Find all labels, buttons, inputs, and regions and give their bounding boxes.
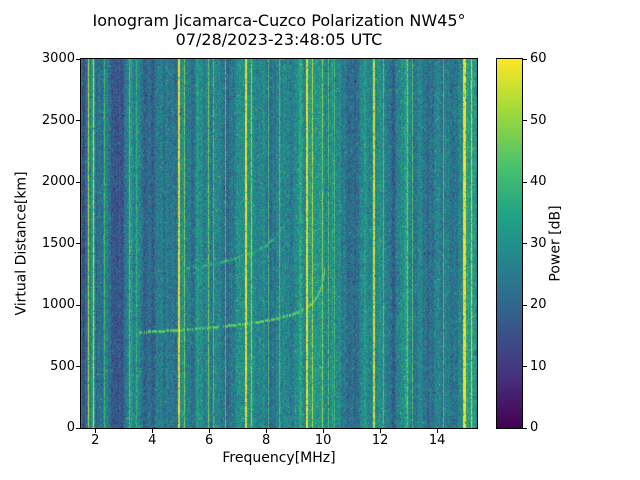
colorbar-tick-label: 40 bbox=[530, 174, 547, 189]
x-axis-label: Frequency[MHz] bbox=[222, 450, 336, 466]
colorbar-tick-label: 50 bbox=[530, 112, 547, 128]
x-tick-label: 10 bbox=[314, 433, 332, 448]
x-tick-mark bbox=[322, 429, 324, 433]
x-tick-label: 2 bbox=[91, 433, 100, 448]
y-tick-label: 1500 bbox=[41, 235, 75, 251]
colorbar-tick-mark bbox=[523, 58, 527, 60]
colorbar-tick-label: 60 bbox=[530, 51, 547, 66]
colorbar-tick-mark bbox=[523, 120, 527, 121]
chart-subtitle: 07/28/2023-23:48:05 UTC bbox=[175, 30, 383, 49]
y-tick-mark bbox=[76, 181, 80, 183]
colorbar-tick-label: 20 bbox=[530, 297, 547, 312]
y-tick-mark bbox=[76, 243, 80, 244]
x-tick-label: 12 bbox=[371, 433, 389, 448]
x-tick-mark bbox=[379, 429, 381, 433]
y-tick-mark bbox=[76, 58, 80, 60]
colorbar-tick-label: 30 bbox=[530, 235, 547, 251]
y-tick-label: 500 bbox=[50, 358, 75, 374]
colorbar-tick-mark bbox=[523, 181, 527, 183]
x-tick-mark bbox=[94, 429, 96, 433]
x-tick-label: 8 bbox=[262, 433, 271, 448]
y-tick-mark bbox=[76, 304, 80, 306]
y-tick-label: 3000 bbox=[41, 51, 75, 66]
x-tick-label: 6 bbox=[205, 433, 214, 448]
ionogram-heatmap-canvas bbox=[80, 58, 478, 429]
colorbar-tick-mark bbox=[523, 427, 527, 429]
x-tick-mark bbox=[151, 429, 153, 433]
y-tick-label: 0 bbox=[66, 420, 75, 435]
colorbar-tick-mark bbox=[523, 366, 527, 367]
x-tick-mark bbox=[208, 429, 210, 433]
chart-title: Ionogram Jicamarca-Cuzco Polarization NW… bbox=[92, 11, 466, 30]
x-tick-label: 4 bbox=[148, 433, 157, 448]
colorbar-canvas bbox=[496, 58, 523, 429]
y-tick-label: 2500 bbox=[41, 112, 75, 128]
colorbar-tick-label: 10 bbox=[530, 358, 547, 374]
y-tick-mark bbox=[76, 366, 80, 367]
y-tick-mark bbox=[76, 427, 80, 429]
colorbar-tick-mark bbox=[523, 304, 527, 306]
y-tick-mark bbox=[76, 120, 80, 121]
colorbar-tick-label: 0 bbox=[530, 420, 539, 435]
x-tick-mark bbox=[436, 429, 438, 433]
y-tick-label: 1000 bbox=[41, 297, 75, 312]
y-tick-label: 2000 bbox=[41, 174, 75, 189]
colorbar-tick-mark bbox=[523, 243, 527, 244]
x-tick-mark bbox=[265, 429, 267, 433]
x-tick-label: 14 bbox=[428, 433, 446, 448]
